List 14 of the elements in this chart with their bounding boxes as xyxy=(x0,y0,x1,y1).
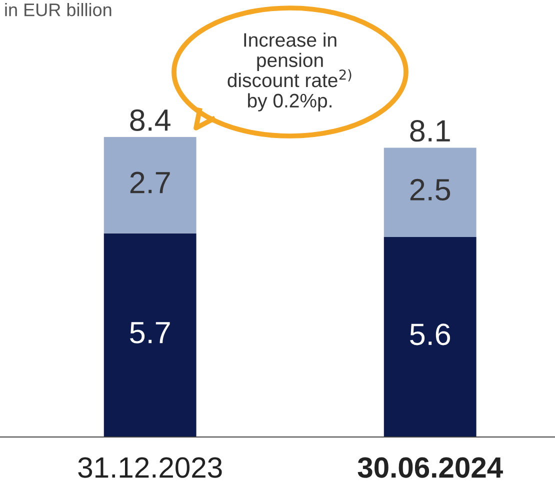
data-label: 2.5 xyxy=(410,178,450,201)
bar xyxy=(104,233,196,437)
bar xyxy=(384,148,476,237)
x-tick-label: 30.06.2024 xyxy=(358,457,503,478)
data-label: 5.7 xyxy=(130,322,170,344)
chart-subtitle: in EUR billion xyxy=(5,3,112,16)
data-label: 2.7 xyxy=(130,172,170,194)
total-label: 8.4 xyxy=(130,109,170,131)
total-label: 8.1 xyxy=(410,120,450,142)
bar xyxy=(384,237,476,437)
x-tick-label: 31.12.2023 xyxy=(78,457,222,478)
text: Increase in pension discount rate$^{2)}$ by 0.2%p. xyxy=(228,32,352,112)
bar xyxy=(104,137,196,234)
data-label: 5.6 xyxy=(410,324,450,346)
